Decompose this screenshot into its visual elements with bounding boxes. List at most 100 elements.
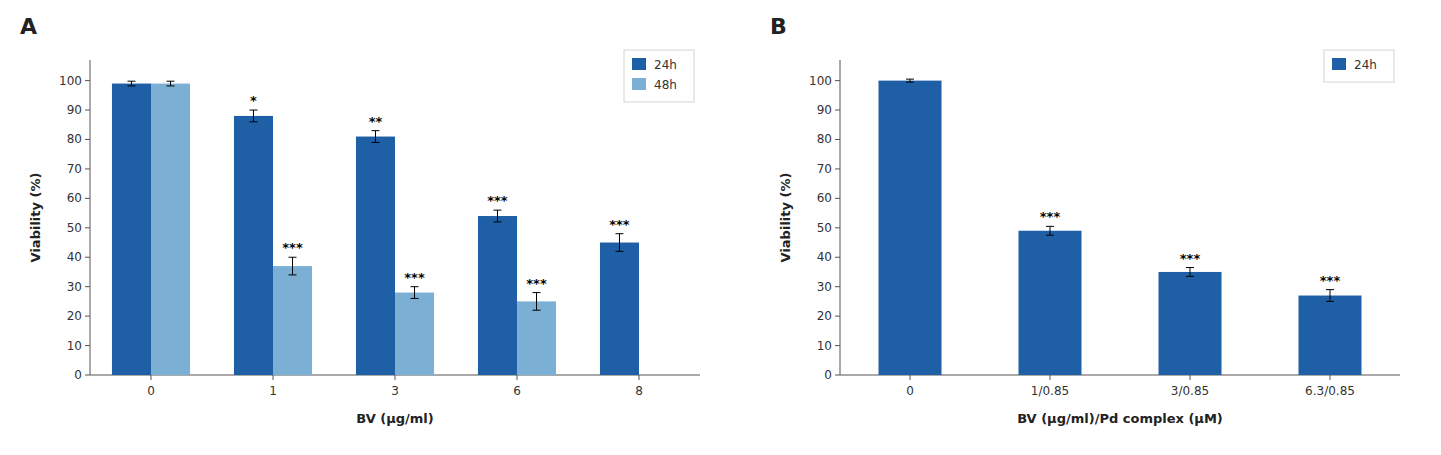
y-tick: [85, 198, 90, 199]
bar: [1299, 296, 1362, 375]
y-axis: [840, 60, 841, 375]
y-tick: [85, 227, 90, 228]
annotations: ******************: [250, 93, 630, 291]
legend-swatch: [1332, 58, 1346, 70]
y-tick-label: 80: [67, 132, 82, 146]
error-bar: [249, 110, 257, 122]
error-stem: [536, 293, 537, 311]
error-stem: [253, 110, 254, 122]
y-tick-label: 100: [809, 74, 832, 88]
error-stem: [1330, 290, 1331, 302]
error-cap: [1046, 226, 1054, 227]
y-tick: [835, 257, 840, 258]
annotation: ***: [609, 217, 630, 232]
legend-frame: [624, 50, 694, 102]
y-tick-label: 80: [817, 132, 832, 146]
y-tick: [85, 375, 90, 376]
error-stem: [375, 131, 376, 143]
bar: [273, 266, 312, 375]
annotation: **: [369, 114, 383, 129]
x-tick: [910, 375, 911, 380]
background: [0, 0, 1441, 455]
error-cap: [371, 142, 379, 143]
error-cap: [249, 121, 257, 122]
y-tick-label: 40: [67, 250, 82, 264]
y-axis: [90, 60, 91, 375]
error-stem: [497, 210, 498, 222]
error-bar: [127, 81, 135, 86]
annotation: ***: [1320, 273, 1341, 288]
y-tick: [835, 80, 840, 81]
y-tick: [835, 139, 840, 140]
bar: [1019, 231, 1082, 375]
annotation: ***: [282, 240, 303, 255]
y-tick: [85, 110, 90, 111]
x-tick-label: 0: [147, 384, 155, 398]
error-bar: [371, 131, 379, 143]
y-tick-label: 40: [817, 250, 832, 264]
y-tick-label: 70: [67, 162, 82, 176]
error-stem: [414, 287, 415, 299]
x-tick-label: 0: [906, 384, 914, 398]
bar: [517, 301, 556, 375]
error-cap: [127, 85, 135, 86]
error-cap: [615, 251, 623, 252]
x-tick: [395, 375, 396, 380]
error-stem: [619, 234, 620, 252]
marks: [879, 79, 1362, 375]
error-stem: [131, 81, 132, 86]
y-tick-label: 100: [59, 74, 82, 88]
chart-title: A: [20, 14, 37, 39]
legend-label: 24h: [654, 58, 677, 72]
y-tick: [85, 139, 90, 140]
error-bar: [1046, 226, 1054, 235]
y-tick: [835, 375, 840, 376]
y-tick-label: 60: [67, 191, 82, 205]
y-tick-label: 0: [824, 368, 832, 382]
x-axis-label: BV (μg/ml): [356, 411, 433, 426]
x-tick-label: 1: [269, 384, 277, 398]
y-tick-label: 90: [817, 103, 832, 117]
error-cap: [906, 79, 914, 80]
error-stem: [1190, 268, 1191, 277]
annotation: ***: [1180, 251, 1201, 266]
y-tick: [835, 198, 840, 199]
error-cap: [411, 298, 419, 299]
y-tick-label: 90: [67, 103, 82, 117]
chart-title: B: [770, 14, 787, 39]
legend-frame: [1324, 50, 1394, 82]
panel: A010203040506070809010001368BV (μg/ml)Vi…: [20, 14, 700, 426]
legend-label: 24h: [1354, 58, 1377, 72]
y-tick-label: 60: [817, 191, 832, 205]
error-cap: [493, 210, 501, 211]
y-tick-label: 10: [67, 339, 82, 353]
error-cap: [167, 81, 175, 82]
error-cap: [1046, 235, 1054, 236]
bar: [395, 293, 434, 375]
y-tick: [85, 168, 90, 169]
error-bar: [289, 257, 297, 275]
x-tick: [151, 375, 152, 380]
y-tick-label: 0: [74, 368, 82, 382]
figure: A010203040506070809010001368BV (μg/ml)Vi…: [0, 0, 1441, 455]
x-tick-label: 1/0.85: [1031, 384, 1069, 398]
error-cap: [1326, 301, 1334, 302]
x-tick: [1190, 375, 1191, 380]
y-tick-label: 50: [67, 221, 82, 235]
y-tick: [85, 316, 90, 317]
x-tick-label: 6.3/0.85: [1305, 384, 1355, 398]
x-tick: [639, 375, 640, 380]
annotations: *********: [1040, 209, 1341, 287]
error-cap: [1186, 276, 1194, 277]
legend-label: 48h: [654, 78, 677, 92]
error-bar: [411, 287, 419, 299]
bar: [112, 84, 151, 375]
error-bar: [1326, 290, 1334, 302]
error-cap: [493, 221, 501, 222]
error-cap: [906, 82, 914, 83]
error-bar: [615, 234, 623, 252]
bar: [151, 84, 190, 375]
y-tick: [85, 257, 90, 258]
legend-swatch: [632, 78, 646, 90]
y-tick-label: 70: [817, 162, 832, 176]
